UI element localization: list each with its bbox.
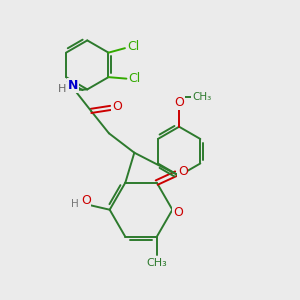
Text: H: H <box>58 84 66 94</box>
Text: Cl: Cl <box>127 40 140 53</box>
Text: O: O <box>174 96 184 109</box>
Text: H: H <box>71 199 79 209</box>
Text: N: N <box>68 79 78 92</box>
Text: Cl: Cl <box>129 72 141 85</box>
Text: CH₃: CH₃ <box>192 92 211 102</box>
Text: O: O <box>173 206 183 219</box>
Text: O: O <box>112 100 122 113</box>
Text: O: O <box>178 165 188 178</box>
Text: O: O <box>81 194 91 207</box>
Text: CH₃: CH₃ <box>146 258 167 268</box>
